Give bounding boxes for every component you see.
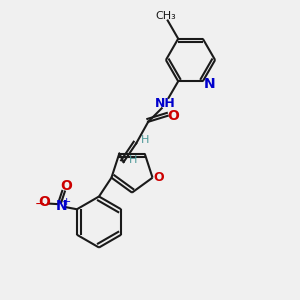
Text: O: O — [61, 179, 73, 193]
Text: O: O — [154, 171, 164, 184]
Text: NH: NH — [155, 97, 176, 110]
Text: +: + — [62, 197, 71, 207]
Text: N: N — [56, 199, 67, 213]
Text: N: N — [204, 77, 215, 91]
Text: H: H — [128, 154, 137, 165]
Text: O: O — [38, 195, 50, 209]
Text: CH₃: CH₃ — [155, 11, 176, 21]
Text: O: O — [167, 109, 179, 123]
Text: −: − — [35, 198, 45, 211]
Text: H: H — [141, 135, 149, 146]
